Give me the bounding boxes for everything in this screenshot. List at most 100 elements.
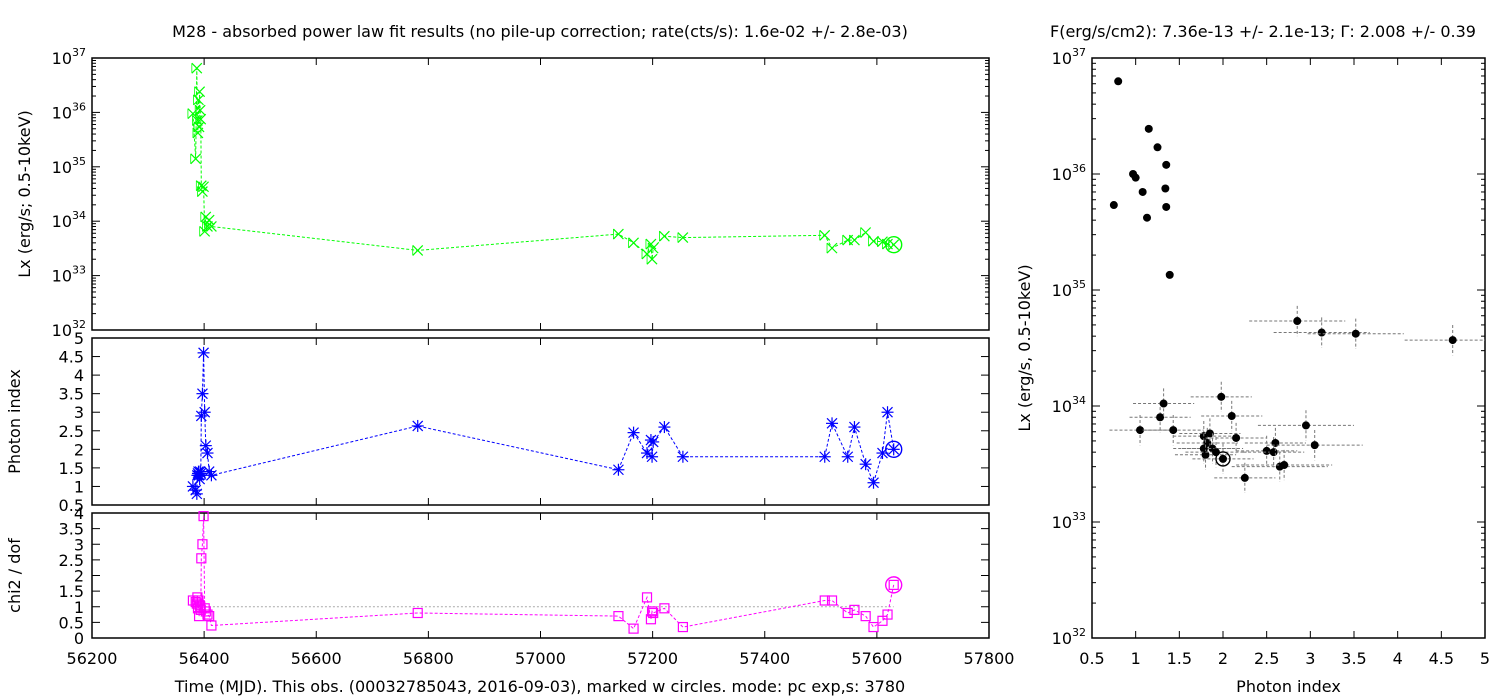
gamma-point xyxy=(197,346,210,359)
lx-marker xyxy=(658,230,670,242)
scatter-marker xyxy=(1131,173,1140,182)
chi2-point xyxy=(645,614,657,625)
lx-marker xyxy=(195,180,207,192)
chi2-point xyxy=(192,603,204,614)
lx-marker xyxy=(645,238,657,250)
chi2-y-tick-label: 1 xyxy=(74,598,84,617)
scatter-y-tick-label: 1035 xyxy=(1052,278,1086,300)
lx-marker xyxy=(819,229,831,241)
chi2-marker xyxy=(882,609,893,620)
scatter-marker xyxy=(1161,184,1170,193)
scatter-marker xyxy=(1169,426,1178,435)
chi2-marker xyxy=(202,609,213,620)
scatter-x-tick-label: 0.5 xyxy=(1079,649,1104,668)
lx-point xyxy=(194,86,206,98)
gamma-point xyxy=(612,463,625,476)
gamma-connect-line xyxy=(192,352,895,495)
scatter-point xyxy=(1192,443,1254,475)
scatter-point xyxy=(1201,400,1263,432)
lx-point xyxy=(647,242,659,254)
chi2-y-tick-label: 3.5 xyxy=(59,520,84,539)
lx-point xyxy=(658,230,670,242)
scatter-x-tick-label: 5 xyxy=(1480,649,1490,668)
chi2-point xyxy=(868,621,879,633)
scatter-marker xyxy=(1227,411,1236,420)
scatter-marker xyxy=(1162,160,1171,169)
gamma-point xyxy=(194,467,207,480)
gamma-y-tick-label: 2 xyxy=(74,440,84,459)
lx-marker xyxy=(202,221,213,232)
gamma-y-tick-label: 3.5 xyxy=(59,385,84,404)
scatter-marker xyxy=(1310,441,1319,450)
x-tick-label: 57400 xyxy=(739,649,790,668)
lx-y-tick-label: 1035 xyxy=(52,155,86,177)
scatter-x-axis-label: Photon index xyxy=(1236,677,1341,696)
lx-marker xyxy=(888,239,900,251)
lx-marker xyxy=(647,242,659,254)
scatter-point xyxy=(1185,437,1247,468)
gamma-y-tick-label: 0.5 xyxy=(59,496,84,515)
scatter-x-tick-label: 3 xyxy=(1305,649,1315,668)
scatter-point xyxy=(1109,201,1118,210)
lx-y-tick-label: 1034 xyxy=(52,209,86,231)
lx-marker xyxy=(677,232,689,244)
gamma-y-tick-label: 2.5 xyxy=(59,422,84,441)
gamma-point xyxy=(646,450,659,463)
chi2-point xyxy=(648,607,659,619)
chi2-point xyxy=(412,607,423,619)
chi2-marker xyxy=(819,595,830,606)
gamma-point xyxy=(190,487,203,500)
scatter-point xyxy=(1249,305,1346,337)
chi2-marker xyxy=(197,539,208,550)
chi2-marker xyxy=(645,614,657,625)
scatter-marker xyxy=(1271,438,1280,447)
x-tick-label: 56600 xyxy=(291,649,342,668)
scatter-point xyxy=(1162,202,1171,211)
scatter-marker xyxy=(1301,421,1310,430)
scatter-point xyxy=(1236,449,1333,481)
scatter-point xyxy=(1257,410,1354,441)
scatter-y-tick-label: 1036 xyxy=(1052,162,1086,184)
scatter-point xyxy=(1214,462,1276,494)
lx-point xyxy=(868,235,879,247)
scatter-marker xyxy=(1153,143,1162,152)
scatter-current-obs-circle xyxy=(1215,451,1231,467)
lx-marker xyxy=(194,86,206,98)
scatter-marker xyxy=(1293,317,1302,326)
scatter-marker xyxy=(1262,446,1271,455)
lx-marker xyxy=(849,234,860,246)
scatter-marker xyxy=(1205,429,1214,438)
gamma-point xyxy=(676,450,689,463)
chi2-y-tick-label: 3 xyxy=(74,535,84,554)
gamma-current-obs-circle xyxy=(884,440,903,459)
lx-y-tick-label: 1037 xyxy=(52,46,86,68)
x-tick-label: 56800 xyxy=(403,649,454,668)
scatter-panel-frame xyxy=(1091,57,1486,639)
scatter-point xyxy=(1307,318,1404,349)
chi2-y-axis-label: chi2 / dof xyxy=(5,538,24,613)
lx-marker xyxy=(628,237,639,249)
scatter-marker xyxy=(1136,426,1145,435)
chi2-marker xyxy=(842,607,853,619)
scatter-point xyxy=(1404,324,1485,356)
lx-marker xyxy=(203,214,215,226)
scatter-marker xyxy=(1448,336,1457,345)
lx-point xyxy=(826,242,838,254)
chi2-y-tick-label: 2 xyxy=(74,567,84,586)
chi2-marker xyxy=(641,592,653,603)
scatter-marker xyxy=(1144,124,1153,133)
gamma-point xyxy=(198,406,211,419)
gamma-point xyxy=(627,426,640,439)
gamma-y-tick-label: 1.5 xyxy=(59,459,84,478)
gamma-point xyxy=(658,421,671,434)
chi2-y-tick-label: 1.5 xyxy=(59,582,84,601)
chi2-point xyxy=(646,606,658,617)
chi2-point xyxy=(628,623,639,634)
lx-point xyxy=(198,181,209,193)
left-chart-title: M28 - absorbed power law fit results (no… xyxy=(172,22,908,41)
chi2-point xyxy=(641,592,653,603)
lx-point xyxy=(190,153,202,165)
gamma-point xyxy=(196,387,209,400)
chi2-marker xyxy=(648,607,659,619)
